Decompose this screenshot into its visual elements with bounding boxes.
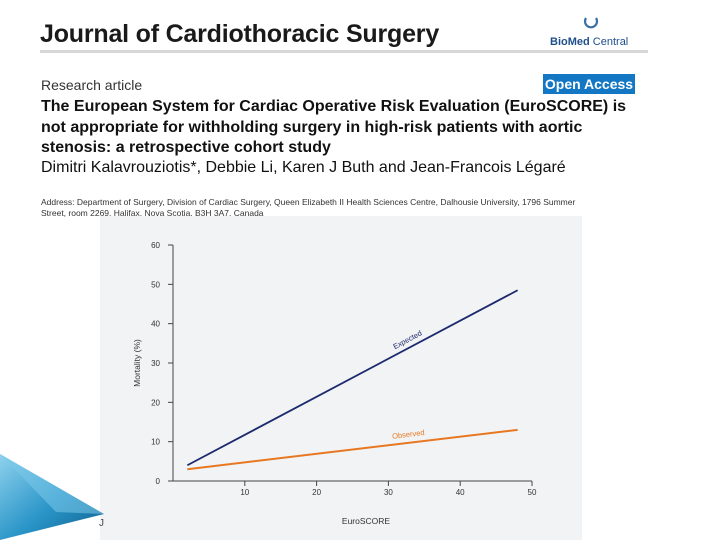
journal-title: Journal of Cardiothoracic Surgery [40, 20, 440, 48]
y-tick-label: 40 [151, 320, 160, 329]
x-tick-label: 20 [312, 488, 321, 497]
observed-series-label: Observed [392, 428, 425, 441]
article-title: The European System for Cardiac Operativ… [41, 98, 627, 156]
chart-panel: 0 10 20 30 40 50 60 10 20 30 40 50 EuroSCORE Mortalit… [100, 216, 582, 540]
publisher-logo: BioMed Central [550, 17, 648, 52]
article-type: Research article [41, 77, 143, 93]
open-access-badge[interactable]: Open Access [543, 74, 635, 94]
y-tick-label: 60 [151, 241, 160, 250]
x-tick-label: 50 [528, 488, 537, 497]
x-axis-title: EuroSCORE [342, 516, 391, 526]
y-tick-label: 20 [151, 398, 160, 407]
y-tick-label: 0 [156, 477, 161, 486]
footer-mark: J [99, 518, 104, 529]
y-tick-label: 30 [151, 359, 160, 368]
x-tick-label: 10 [240, 488, 249, 497]
y-tick-label: 10 [151, 438, 160, 447]
article-address: Address: Department of Surgery, Division… [41, 197, 576, 218]
journal-header: Journal of Cardiothoracic Surgery BioMed… [40, 17, 648, 52]
article-authors: Dimitri Kalavrouziotis*, Debbie Li, Kare… [41, 159, 566, 176]
y-tick-label: 50 [151, 280, 160, 289]
observed-series-line [187, 428, 518, 471]
y-axis-title: Mortality (%) [132, 339, 142, 387]
expected-series-line [186, 289, 519, 467]
biomed-logo-icon [583, 17, 599, 29]
x-tick-label: 30 [384, 488, 393, 497]
x-tick-label: 40 [456, 488, 465, 497]
header-divider [40, 50, 648, 53]
slide-arrow-decoration [0, 454, 104, 540]
mortality-chart: 0 10 20 30 40 50 60 10 20 30 40 50 EuroSCORE Mortalit… [132, 241, 537, 526]
publisher-name: BioMed Central [550, 36, 629, 48]
